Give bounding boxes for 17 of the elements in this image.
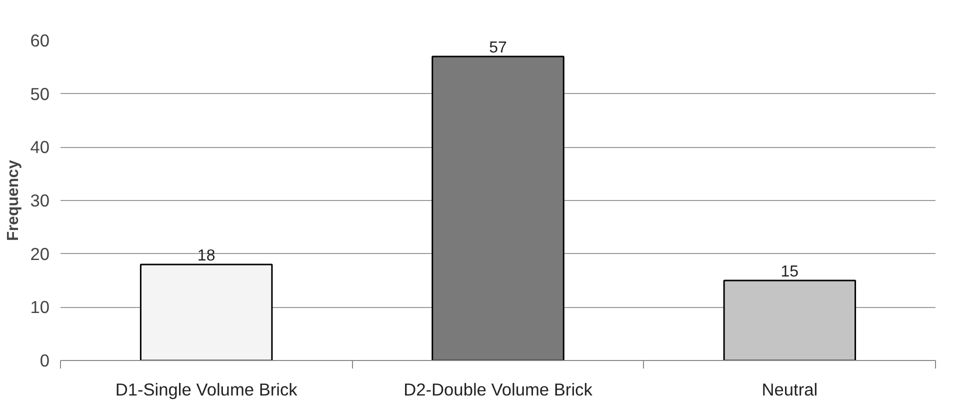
y-tick-label: 10 [30, 297, 50, 318]
data-label: 18 [197, 248, 216, 264]
y-axis-title: Frequency [5, 160, 22, 241]
x-tick-label: Neutral [762, 380, 818, 400]
y-tick-label: 40 [30, 137, 50, 158]
y-tick-label: 0 [40, 350, 50, 370]
y-tick-label: 30 [30, 190, 50, 210]
bar [723, 280, 856, 360]
y-tick-label: 50 [30, 84, 50, 104]
y-tick-label: 20 [30, 244, 50, 264]
x-tick-label: D1-Single Volume Brick [115, 380, 298, 400]
data-label: 57 [489, 40, 507, 56]
bar [432, 56, 564, 360]
bar [140, 264, 273, 360]
data-label: 15 [780, 264, 799, 280]
y-tick-label: 60 [30, 30, 50, 50]
x-tick-label: D2-Double Volume Brick [404, 380, 593, 400]
